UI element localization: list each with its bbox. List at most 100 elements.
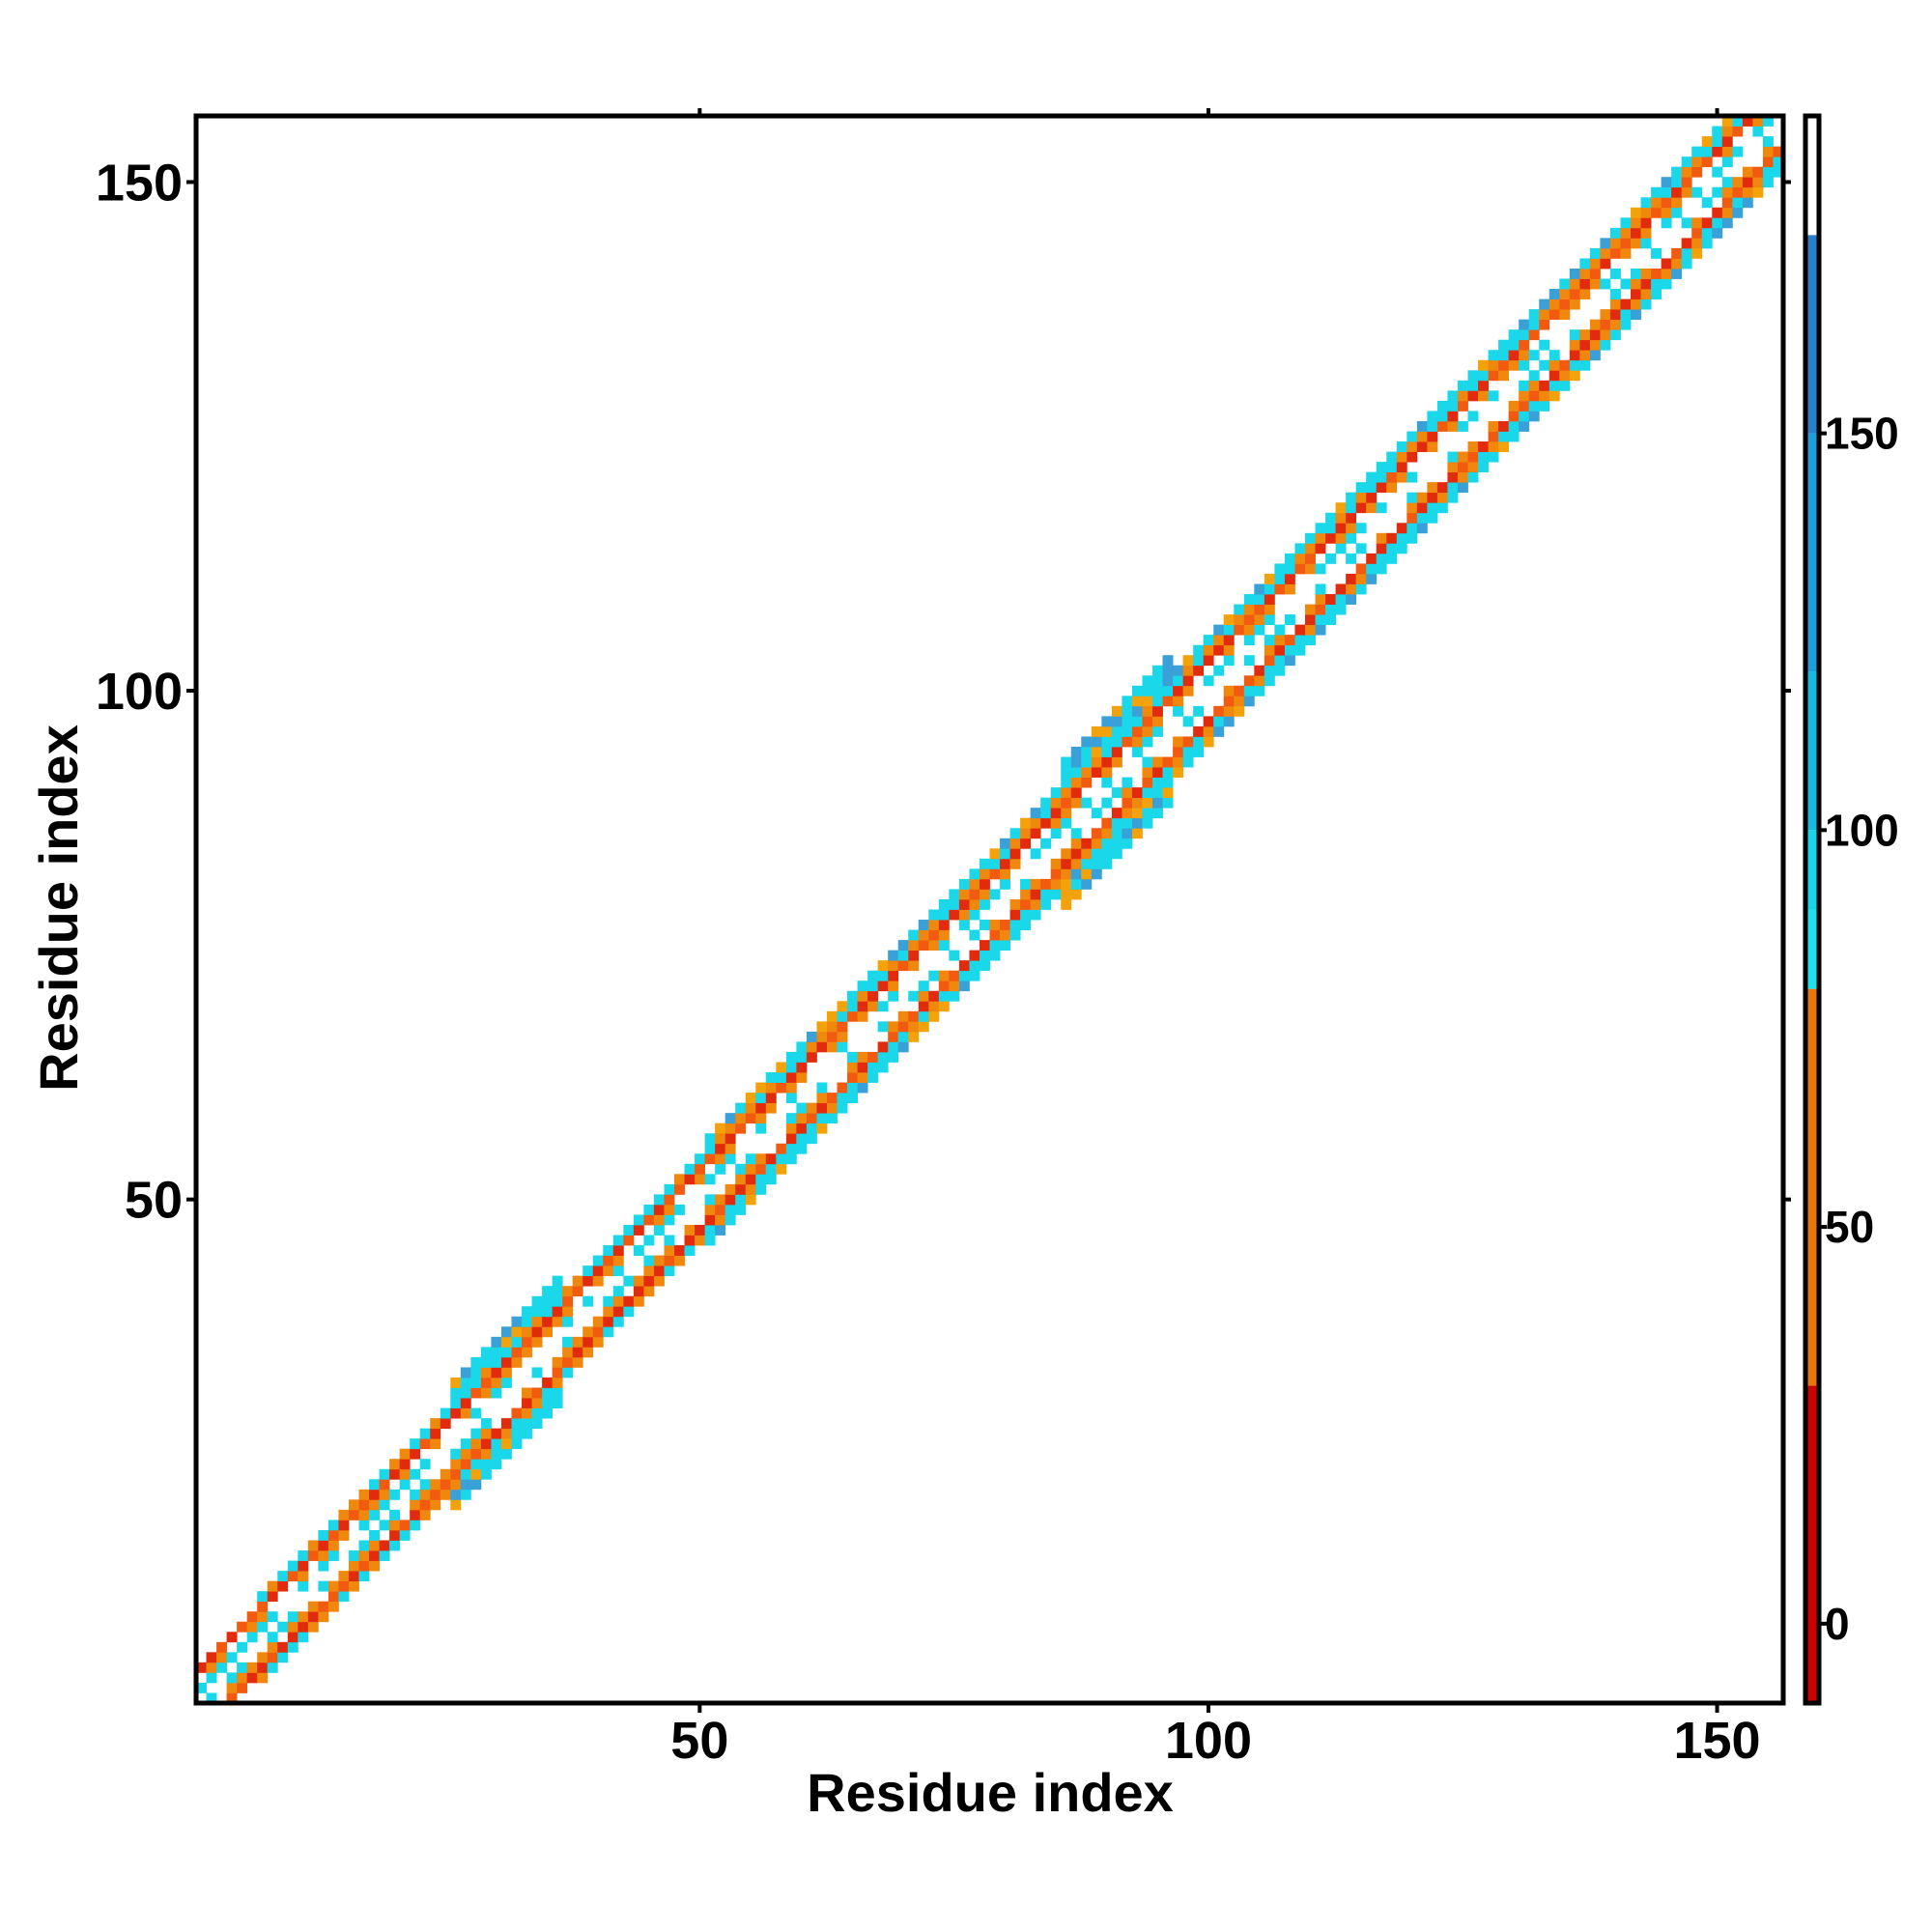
heatmap-cell	[633, 1245, 644, 1256]
heatmap-cell	[1620, 298, 1632, 310]
heatmap-cell	[1519, 400, 1530, 412]
heatmap-cell	[969, 970, 980, 981]
heatmap-cell	[837, 1082, 848, 1094]
heatmap-cell	[1579, 339, 1591, 351]
heatmap-cell	[1620, 278, 1632, 290]
heatmap-cell	[511, 1326, 523, 1338]
heatmap-cell	[1061, 817, 1072, 829]
heatmap-cell	[897, 940, 909, 952]
heatmap-cell	[888, 970, 899, 981]
heatmap-cell	[1457, 420, 1468, 432]
heatmap-cell	[1519, 339, 1530, 351]
heatmap-cell	[1325, 614, 1336, 625]
heatmap-cell	[958, 920, 970, 930]
heatmap-cell	[938, 929, 950, 941]
heatmap-cell	[1182, 665, 1194, 676]
heatmap-cell	[1131, 797, 1143, 809]
heatmap-cell	[1284, 614, 1295, 625]
heatmap-cell	[1386, 532, 1398, 544]
heatmap-cell	[562, 1367, 574, 1378]
y-axis-title: Residue index	[28, 724, 89, 1092]
heatmap-cell	[623, 1295, 635, 1307]
heatmap-cell	[410, 1489, 421, 1500]
heatmap-cell	[1294, 563, 1306, 575]
heatmap-cell	[1467, 380, 1479, 391]
heatmap-cell	[1284, 553, 1295, 564]
heatmap-cell	[837, 1021, 848, 1033]
heatmap-cell	[1274, 655, 1286, 667]
heatmap-cell	[847, 1001, 858, 1012]
heatmap-cell	[216, 1641, 227, 1653]
heatmap-cell	[1346, 502, 1357, 514]
heatmap-cell	[1528, 411, 1540, 422]
heatmap-cell	[1620, 238, 1632, 249]
heatmap-cell	[1447, 420, 1459, 432]
heatmap-cell	[1070, 878, 1082, 890]
heatmap-cell	[348, 1560, 359, 1572]
heatmap-cell	[1732, 186, 1744, 198]
heatmap-cell	[989, 929, 1001, 941]
heatmap-cell	[1101, 858, 1113, 869]
heatmap-cell	[1142, 817, 1153, 829]
heatmap-cell	[715, 1153, 726, 1165]
heatmap-cell	[1304, 553, 1316, 564]
heatmap-cell	[785, 1051, 797, 1063]
heatmap-cell	[511, 1407, 523, 1419]
heatmap-cell	[1752, 177, 1764, 188]
heatmap-cell	[908, 960, 920, 972]
heatmap-cell	[1548, 390, 1560, 402]
heatmap-cell	[918, 920, 929, 930]
heatmap-cell	[1436, 492, 1448, 503]
heatmap-cell	[1182, 756, 1194, 768]
heatmap-cell	[1498, 431, 1510, 442]
heatmap-cell	[857, 1072, 868, 1083]
heatmap-cell	[1752, 126, 1764, 137]
heatmap-cell	[531, 1398, 543, 1408]
heatmap-cell	[1223, 624, 1235, 636]
heatmap-cell	[1742, 177, 1753, 188]
heatmap-cell	[1620, 319, 1632, 330]
heatmap-cell	[949, 990, 960, 1002]
heatmap-cell	[430, 1418, 441, 1430]
heatmap-cell	[480, 1448, 492, 1460]
heatmap-cell	[450, 1448, 462, 1460]
heatmap-cell	[1203, 655, 1214, 667]
heatmap-cell	[1508, 431, 1520, 442]
heatmap-cell	[684, 1174, 696, 1185]
colorbar-tick-label: 150	[1825, 409, 1899, 459]
heatmap-cell	[307, 1540, 319, 1551]
heatmap-cell	[745, 1113, 756, 1124]
heatmap-cell	[1712, 146, 1723, 157]
heatmap-cell	[704, 1224, 716, 1236]
heatmap-cell	[1203, 725, 1214, 737]
heatmap-cell	[877, 1051, 889, 1063]
heatmap-cell	[1325, 604, 1336, 615]
heatmap-cell	[1243, 604, 1255, 615]
heatmap-cell	[1142, 808, 1153, 819]
heatmap-cell	[1009, 848, 1021, 860]
heatmap-cell	[704, 1174, 716, 1185]
colorbar-segment	[1805, 671, 1819, 831]
heatmap-cell	[1436, 502, 1448, 514]
heatmap-cell	[1162, 685, 1174, 696]
heatmap-cell	[460, 1479, 471, 1491]
heatmap-cell	[1061, 848, 1072, 860]
heatmap-cell	[1122, 696, 1133, 707]
heatmap-cell	[765, 1082, 777, 1094]
heatmap-cell	[1122, 808, 1133, 819]
heatmap-cell	[1742, 116, 1753, 127]
heatmap-cell	[1548, 309, 1560, 321]
heatmap-cell	[206, 1672, 217, 1684]
heatmap-cell	[969, 950, 980, 961]
heatmap-cell	[704, 1153, 716, 1165]
heatmap-cell	[1081, 746, 1093, 757]
heatmap-cell	[226, 1682, 238, 1693]
heatmap-cell	[806, 1102, 817, 1114]
heatmap-cell	[1315, 624, 1326, 636]
heatmap-cell	[897, 1041, 909, 1053]
heatmap-cell	[979, 950, 990, 961]
heatmap-cell	[1000, 940, 1010, 952]
heatmap-cell	[1528, 390, 1540, 402]
heatmap-cell	[419, 1479, 431, 1491]
heatmap-cell	[1009, 920, 1021, 930]
